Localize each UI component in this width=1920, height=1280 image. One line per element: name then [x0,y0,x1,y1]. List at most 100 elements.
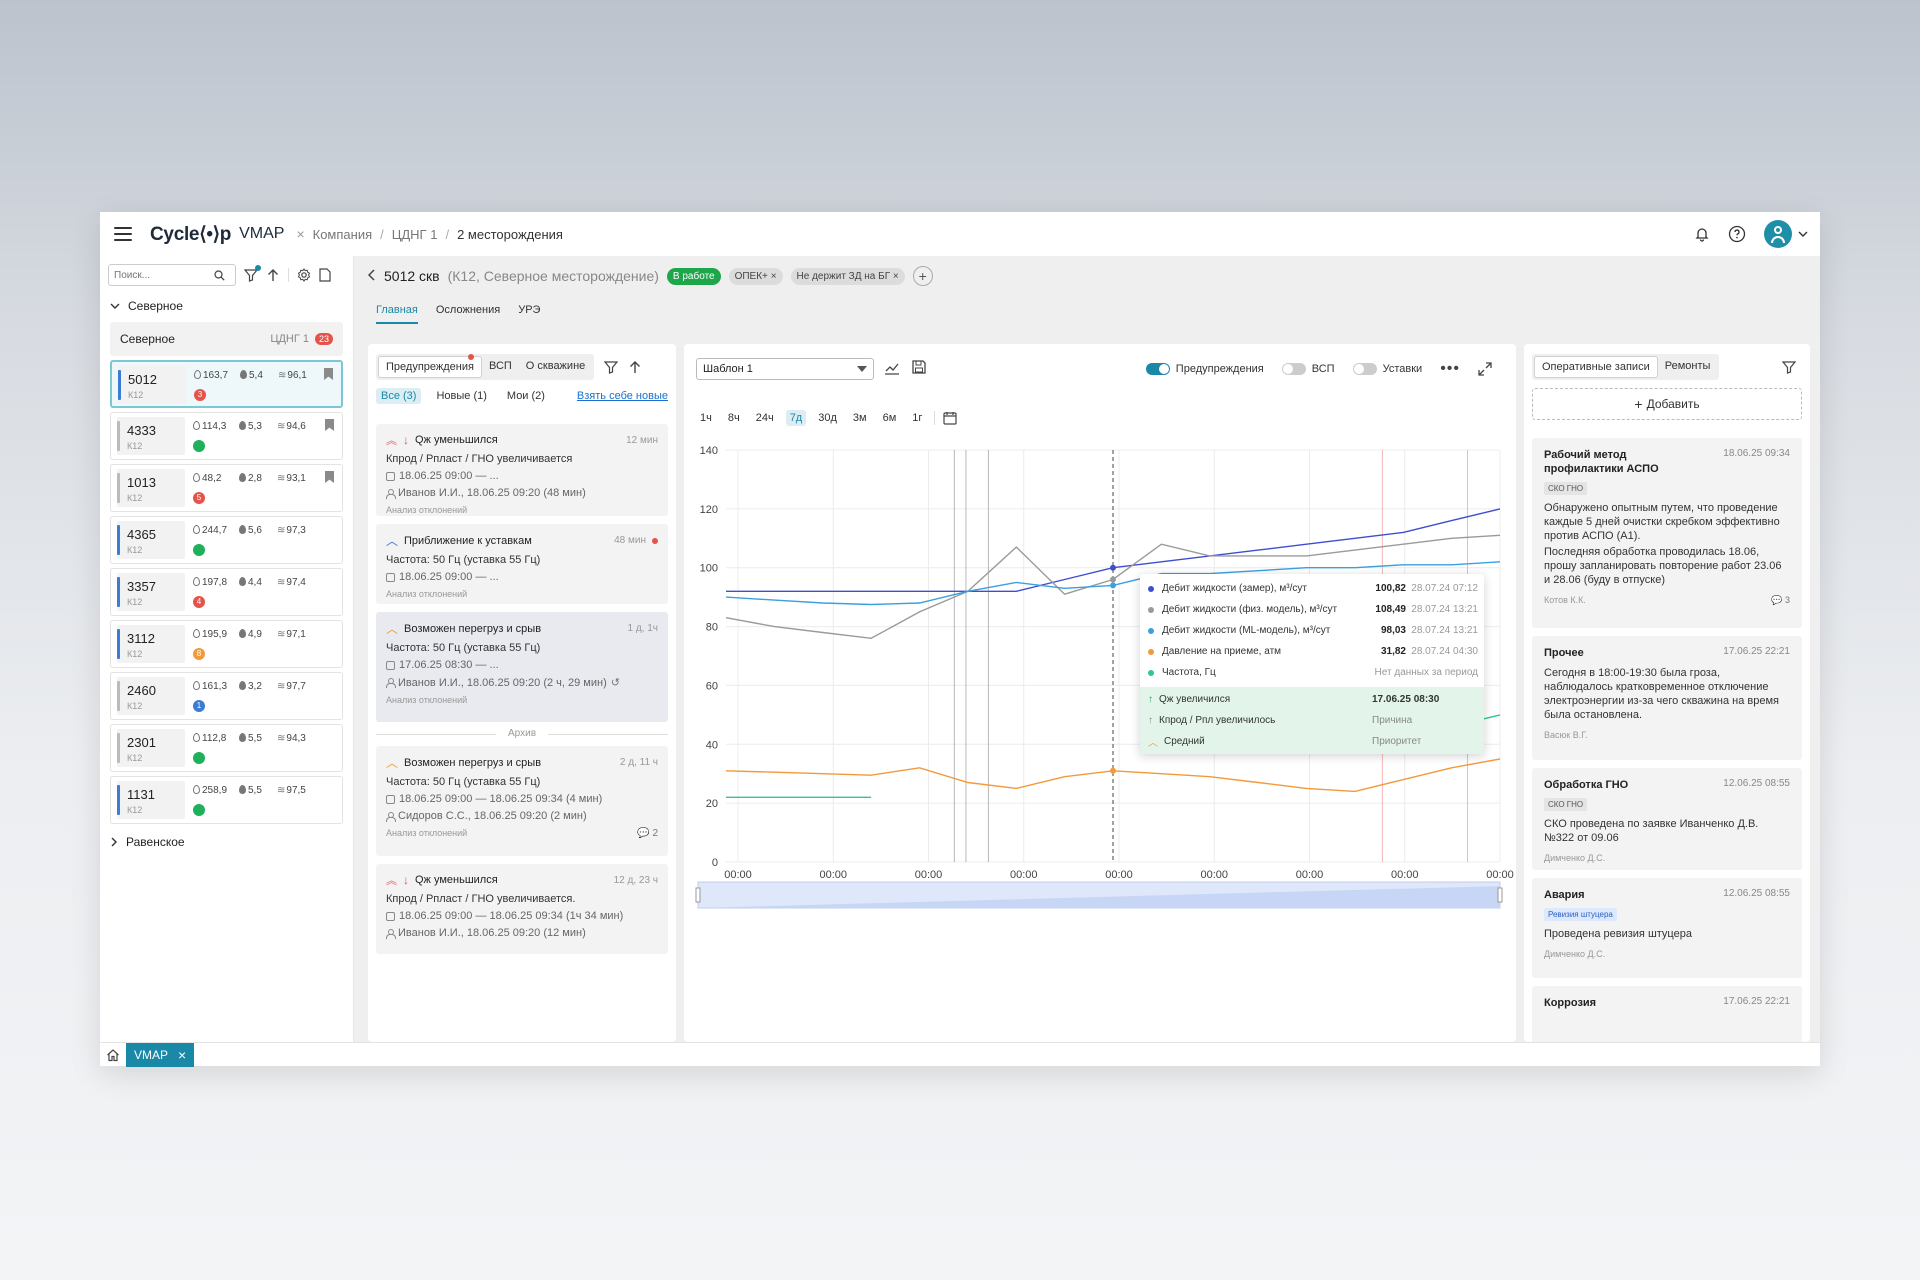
seg-warnings[interactable]: Предупреждения [378,356,482,378]
close-icon[interactable]: × [178,1046,187,1063]
tab-complications[interactable]: Осложнения [435,304,501,316]
sort-up-icon[interactable] [266,268,280,282]
seg-about-well[interactable]: О скважине [525,360,586,372]
alert-item[interactable]: ︽ ↓ Qж уменьшился 12 д, 23 ч Кпрод / Рпласт… [376,864,668,954]
settings-icon[interactable] [297,268,311,282]
switch[interactable] [1352,363,1377,375]
close-breadcrumb-icon[interactable]: × [296,226,305,242]
well-card[interactable]: 2460 К12 161,3 3,2 ≋97,7 1 [110,672,343,720]
range-1y[interactable]: 1г [912,412,923,424]
calendar-range-icon[interactable] [943,411,958,425]
breadcrumb-item[interactable]: ЦДНГ 1 [391,226,438,242]
note-card[interactable]: Коррозия 17.06.25 22:21 [1532,986,1802,1042]
add-note-button[interactable]: + Добавить [1532,388,1802,420]
well-card[interactable]: 1131 К12 258,9 5,5 ≋97,5 [110,776,343,824]
bell-icon[interactable] [1694,226,1710,242]
alert-assignee: Иванов И.И., 18.06.25 09:20 (12 мин) [398,927,586,939]
menu-icon[interactable] [114,227,132,241]
note-card[interactable]: Прочее 17.06.25 22:21 Сегодня в 18:00-19:… [1532,636,1802,760]
alert-item-selected[interactable]: ︿ Возможен перегруз и срыв 1 д, 1ч Частота… [376,612,668,722]
bookmark-icon[interactable] [325,471,334,483]
well-card[interactable]: 2301 К12 112,8 5,5 ≋94,3 [110,724,343,772]
well-card[interactable]: 4365 К12 244,7 5,6 ≋97,3 [110,516,343,564]
drop-icon [193,577,200,586]
well-card[interactable]: 5012 К12 163,7 5,4 ≋96,1 3 [110,360,343,408]
expand-icon[interactable] [1478,362,1492,376]
bookmark-icon[interactable] [324,368,333,380]
filter-icon[interactable] [244,265,261,282]
sort-up-icon[interactable] [628,360,642,374]
range-6m[interactable]: 6м [882,412,897,424]
footer-value: Приоритет [1372,736,1422,747]
home-icon[interactable] [106,1048,120,1062]
help-icon[interactable] [1728,225,1746,243]
filter-all[interactable]: Все (3) [376,388,422,404]
filter-mine[interactable]: Мои (2) [506,390,545,402]
top-bar: Cycle⟨•⟩p VMAP × Компания / ЦДНГ 1 / 2 м… [100,212,1820,256]
more-icon[interactable]: ••• [1440,360,1460,377]
bookmark-icon[interactable] [325,419,334,431]
alert-item[interactable]: ︽ ↓ Qж уменьшился 12 мин Кпрод / Рпласт / Г… [376,424,668,516]
back-icon[interactable] [367,268,376,284]
note-tag: СКО ГНО [1544,798,1588,811]
well-card[interactable]: 4333 К12 114,3 5,3 ≋94,6 [110,412,343,460]
note-card[interactable]: Авария 12.06.25 08:55 Ревизия штуцера Про… [1532,878,1802,978]
switch[interactable] [1281,363,1306,375]
range-7d[interactable]: 7д [785,410,807,426]
breadcrumb: Компания / ЦДНГ 1 / 2 месторождения [312,226,563,242]
undo-icon[interactable]: ↺ [610,677,620,689]
note-card[interactable]: Рабочий метод профилактики АСПО 18.06.25 … [1532,438,1802,628]
tag-chip[interactable]: ОПЕК+ × [728,267,783,285]
seg-vsp[interactable]: ВСП [488,360,512,372]
well-card[interactable]: 3357 К12 197,8 4,4 ≋97,4 4 [110,568,343,616]
range-24h[interactable]: 24ч [755,412,774,424]
note-body: Проведена ревизия штуцера [1544,928,1692,940]
template-select[interactable]: Шаблон 1 [696,358,874,380]
well-card[interactable]: 3112 К12 195,9 4,9 ≋97,1 8 [110,620,343,668]
toggle-setpoints[interactable]: Уставки [1352,363,1422,375]
filter-icon[interactable] [1782,360,1796,374]
well-layer: К12 [127,493,143,503]
tag-chip[interactable]: Не держит ЗД на БГ × [790,267,905,285]
tab-repairs[interactable]: Ремонты [1664,360,1711,372]
status-badge[interactable]: В работе [666,267,721,285]
toggle-vsp[interactable]: ВСП [1281,363,1335,375]
range-8h[interactable]: 8ч [727,412,740,424]
alert-item[interactable]: ︿ Приближение к уставкам 48 мин Частота: 5… [376,524,668,604]
tab-operational-notes[interactable]: Оперативные записи [1534,356,1658,378]
app-tab-vmap[interactable]: VMAP × [126,1042,195,1067]
search-field[interactable] [108,264,236,286]
comments-count[interactable]: 💬 2 [637,828,658,839]
range-1h[interactable]: 1ч [700,412,712,424]
close-icon[interactable]: × [770,270,777,282]
add-tag-button[interactable]: + [912,266,933,286]
chart-settings-icon[interactable] [884,361,900,375]
alert-item[interactable]: ︿ Возможен перегруз и срыв 2 д, 11 ч Часто… [376,746,668,856]
field-group-ravenskoe[interactable]: Равенское [100,830,353,854]
field-group-severnoe[interactable]: Северное [100,294,353,318]
toggle-warnings[interactable]: Предупреждения [1145,363,1264,375]
save-icon[interactable] [912,360,926,374]
close-icon[interactable]: × [892,270,899,282]
comments-count[interactable]: 💬 3 [1771,595,1790,605]
range-30d[interactable]: 30д [818,412,837,424]
filter-new[interactable]: Новые (1) [436,390,487,402]
range-3m[interactable]: 3м [852,412,867,424]
filter-icon[interactable] [604,360,619,374]
well-card[interactable]: 1013 К12 48,2 2,8 ≋93,1 5 [110,464,343,512]
calendar-icon [386,794,395,804]
document-icon[interactable] [319,268,331,282]
well-status-dot: 5 [193,492,205,504]
switch[interactable] [1145,363,1170,375]
avatar[interactable] [1764,220,1792,248]
user-menu[interactable] [1764,220,1808,248]
field-card[interactable]: Северное ЦДНГ 1 23 [110,322,343,356]
search-input[interactable] [114,269,214,281]
breadcrumb-item[interactable]: 2 месторождения [457,226,563,242]
take-new-link[interactable]: Взять себе новые [576,390,668,402]
tab-ure[interactable]: УРЭ [518,304,541,316]
note-card[interactable]: Обработка ГНО 12.06.25 08:55 СКО ГНО СКО … [1532,768,1802,870]
chevron-up-icon: ︿ [1148,738,1158,749]
breadcrumb-item[interactable]: Компания [312,226,373,242]
tab-main[interactable]: Главная [376,304,418,324]
